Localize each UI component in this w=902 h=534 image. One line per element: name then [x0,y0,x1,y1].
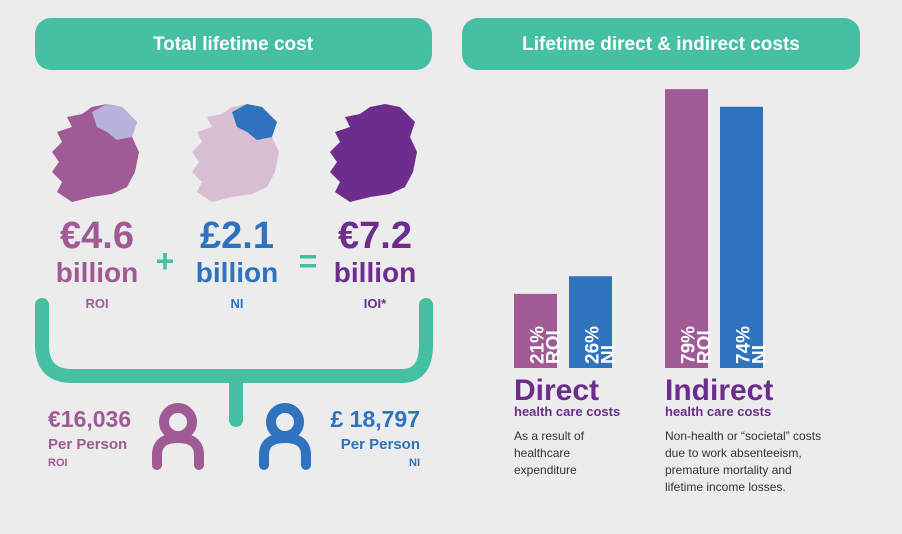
bar [569,276,612,368]
person-icon [259,403,311,470]
amount: £2.1 [200,215,274,257]
series-name: NI [750,345,771,364]
title-pill [35,18,432,70]
amount: €7.2 [338,215,412,257]
bar [514,293,557,368]
map-ni [192,104,279,202]
value-label: 21% [528,326,549,364]
per-person-label: Per Person [341,436,420,453]
value-label: 74% [734,326,755,364]
panel-title: Lifetime direct & indirect costs [522,34,800,55]
map-ioi [330,104,417,202]
category-label: Direct [514,374,599,407]
region: ROI [85,296,108,311]
per-person-region: ROI [48,457,68,469]
unit: billion [196,257,278,288]
per-person-label: Per Person [48,436,127,453]
per-person-region: NI [409,457,420,469]
per-person-amount: €16,036 [48,406,131,432]
bar-label: 26%NI [583,326,620,364]
category-subtitle: health care costs [514,404,620,419]
unit: billion [334,257,416,288]
category-subtitle: health care costs [665,404,771,419]
panel-title: Total lifetime cost [153,34,314,55]
bar-label: 21%ROI [528,326,565,364]
person-icon [152,403,204,470]
value-label: 26% [583,326,604,364]
plus-sign: + [156,243,175,279]
region: NI [231,296,244,311]
series-name: ROI [544,330,565,364]
category-label: Indirect [665,374,773,407]
bracket [35,298,433,427]
category-description: Non-health or “societal” costs due to wo… [665,429,822,494]
bar [720,106,763,368]
amount: €4.6 [60,215,134,257]
per-person-amount: £ 18,797 [330,406,420,432]
equals-sign: = [299,243,318,279]
region: IOI* [364,296,387,311]
bar-label: 79%ROI [679,326,716,364]
series-name: NI [599,345,620,364]
map-roi [52,104,139,202]
category-description: As a result of healthcare expenditure [514,429,585,477]
series-name: ROI [695,330,716,364]
title-pill [462,18,860,70]
bar-label: 74%NI [734,326,771,364]
value-label: 79% [679,326,700,364]
bar [665,89,708,368]
unit: billion [56,257,138,288]
